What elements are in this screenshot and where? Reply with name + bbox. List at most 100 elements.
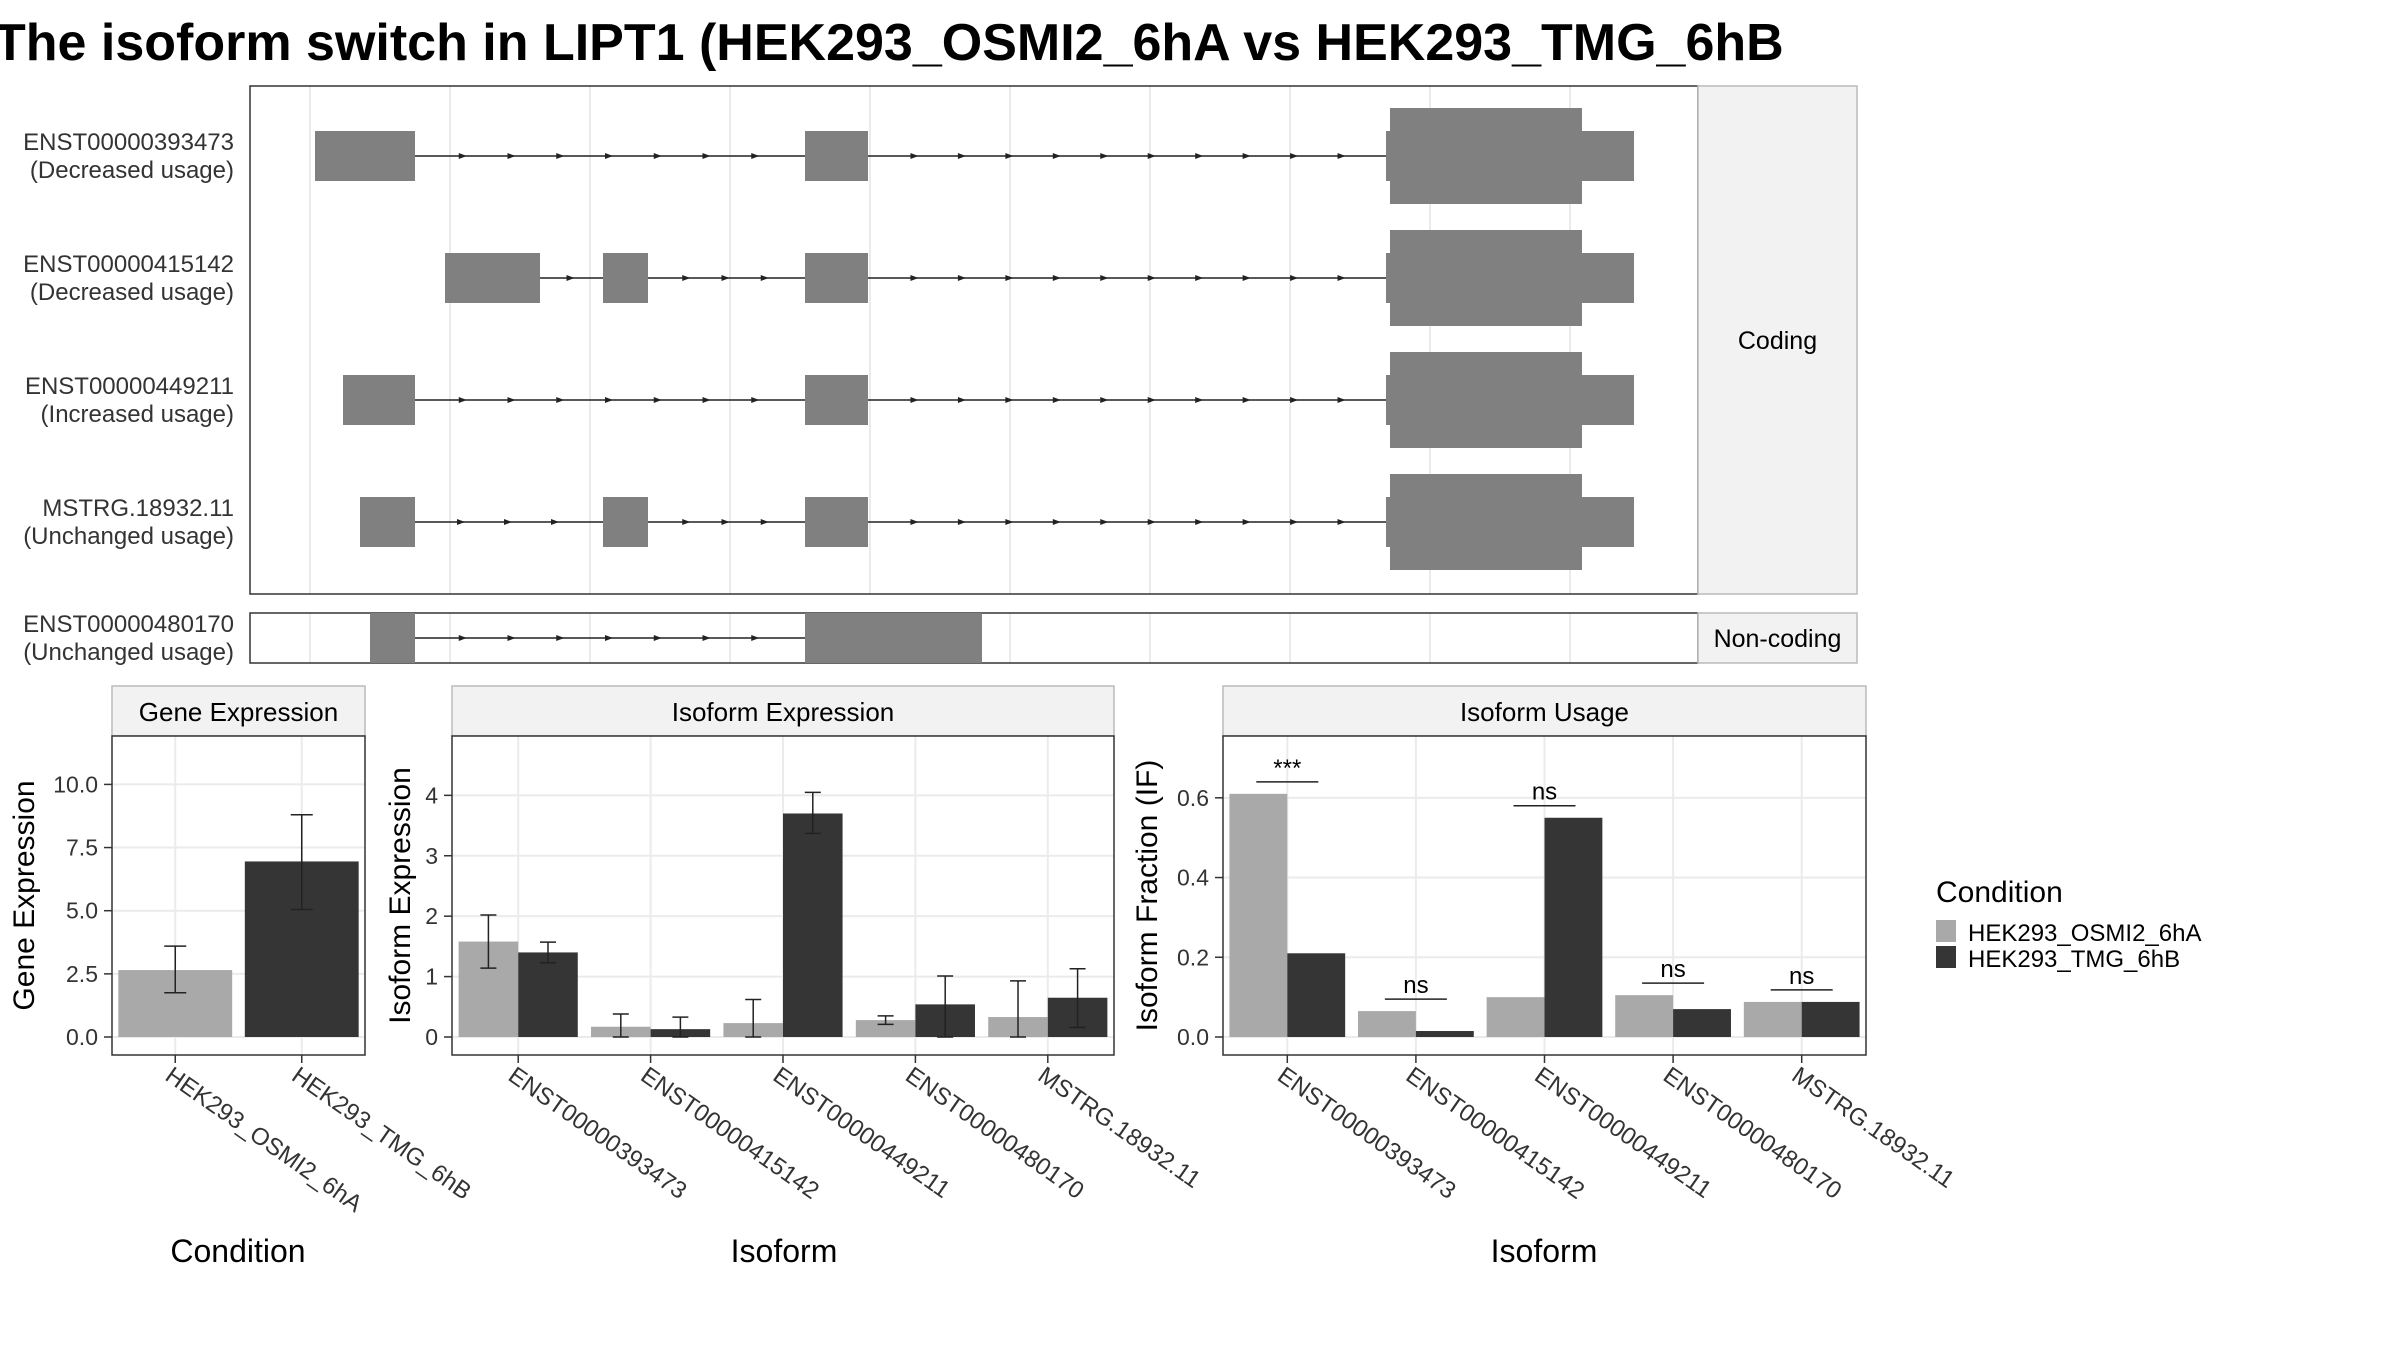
exon xyxy=(360,497,415,547)
intron-arrow xyxy=(1195,153,1204,159)
intron-arrow xyxy=(566,275,575,281)
y-tick-label: 0 xyxy=(425,1024,438,1050)
transcript-usage-label: (Unchanged usage) xyxy=(23,639,234,666)
intron-arrow xyxy=(507,635,516,641)
intron-arrow xyxy=(458,153,467,159)
bar xyxy=(1615,995,1674,1037)
x-axis-title: Isoform xyxy=(731,1233,838,1269)
facet-strip xyxy=(1697,612,1858,664)
legend-swatch-tmg xyxy=(1936,946,1956,968)
intron-arrow xyxy=(653,635,662,641)
intron-arrow xyxy=(1337,275,1346,281)
intron-arrow xyxy=(957,519,966,525)
intron-arrow xyxy=(605,153,613,159)
y-tick-label: 5.0 xyxy=(66,898,98,924)
transcript-usage-label: (Decreased usage) xyxy=(30,279,234,306)
intron-arrow xyxy=(957,397,966,403)
intron-arrow xyxy=(1052,275,1061,281)
gene-structure-panel: CodingNon-codingENST00000393473(Decrease… xyxy=(23,85,1858,666)
transcript-id: ENST00000480170 xyxy=(23,611,234,638)
bar xyxy=(783,813,843,1037)
intron-arrow xyxy=(1290,275,1299,281)
transcript-id: ENST00000449211 xyxy=(25,373,234,400)
intron-arrow xyxy=(702,635,711,641)
bar xyxy=(1358,1011,1416,1037)
intron-arrow xyxy=(1242,519,1251,525)
legend-swatch-osmi xyxy=(1936,920,1956,942)
intron-arrow xyxy=(1052,397,1061,403)
intron-arrow xyxy=(957,275,966,281)
intron-arrow xyxy=(1052,519,1061,525)
intron-arrow xyxy=(751,153,760,159)
panel-title: Gene Expression xyxy=(139,697,338,727)
bar xyxy=(1743,1001,1802,1037)
intron-arrow xyxy=(1337,519,1346,525)
exon xyxy=(805,253,868,303)
intron-arrow xyxy=(1005,153,1014,159)
exon xyxy=(805,497,868,547)
intron-arrow xyxy=(504,519,512,525)
intron-arrow xyxy=(910,275,919,281)
exon-cds xyxy=(1390,230,1582,326)
intron-arrow xyxy=(1100,275,1109,281)
y-axis-title: Gene Expression xyxy=(8,780,41,1010)
bar xyxy=(1544,817,1603,1037)
y-tick-label: 4 xyxy=(425,782,438,808)
y-tick-label: 1 xyxy=(425,964,438,990)
y-tick-label: 0.0 xyxy=(66,1024,98,1050)
exon-utr xyxy=(1582,253,1634,303)
intron-arrow xyxy=(1290,397,1299,403)
bar xyxy=(1229,793,1288,1037)
intron-arrow xyxy=(721,519,730,525)
intron-arrow xyxy=(1195,275,1204,281)
exon-utr xyxy=(1386,375,1392,425)
intron-arrow xyxy=(1290,153,1299,159)
intron-arrow xyxy=(910,397,919,403)
exon-utr xyxy=(1386,253,1392,303)
intron-arrow xyxy=(751,397,760,403)
y-tick-label: 7.5 xyxy=(66,835,98,861)
bar xyxy=(518,952,578,1037)
intron-arrow xyxy=(910,153,919,159)
facet-label: Non-coding xyxy=(1714,625,1842,653)
intron-arrow xyxy=(1290,519,1299,525)
exon xyxy=(805,375,868,425)
exon-utr xyxy=(1582,131,1634,181)
y-tick-label: 2.5 xyxy=(66,961,98,987)
intron-arrow xyxy=(556,635,565,641)
exon-utr xyxy=(1386,131,1392,181)
intron-arrow xyxy=(507,397,516,403)
intron-arrow xyxy=(682,519,691,525)
intron-arrow xyxy=(458,635,467,641)
intron-arrow xyxy=(1337,153,1346,159)
y-tick-label: 3 xyxy=(425,843,438,869)
bar xyxy=(1801,1001,1860,1037)
y-tick-label: 0.2 xyxy=(1177,944,1209,970)
intron-arrow xyxy=(702,397,711,403)
x-axis-title: Condition xyxy=(170,1233,305,1269)
intron-arrow xyxy=(653,153,662,159)
figure-title: The isoform switch in LIPT1 (HEK293_OSMI… xyxy=(0,14,1784,72)
significance-label: ns xyxy=(1532,779,1557,806)
intron-arrow xyxy=(957,153,966,159)
exon xyxy=(805,613,982,663)
exon xyxy=(343,375,415,425)
panel-title: Isoform Usage xyxy=(1460,697,1629,727)
intron-arrow xyxy=(760,519,769,525)
intron-arrow xyxy=(556,153,565,159)
panel-title: Isoform Expression xyxy=(672,697,895,727)
exon xyxy=(445,253,540,303)
intron-arrow xyxy=(1242,397,1251,403)
legend-label-osmi: HEK293_OSMI2_6hA xyxy=(1968,920,2201,947)
plot-border xyxy=(111,735,366,1056)
exon-utr xyxy=(1582,497,1634,547)
intron-arrow xyxy=(605,635,613,641)
exon xyxy=(805,131,868,181)
intron-arrow xyxy=(1147,397,1156,403)
intron-arrow xyxy=(1005,519,1014,525)
exon xyxy=(315,131,415,181)
intron-arrow xyxy=(751,635,760,641)
intron-arrow xyxy=(1100,397,1109,403)
facet-strip xyxy=(111,685,366,737)
y-tick-label: 10.0 xyxy=(53,771,98,797)
